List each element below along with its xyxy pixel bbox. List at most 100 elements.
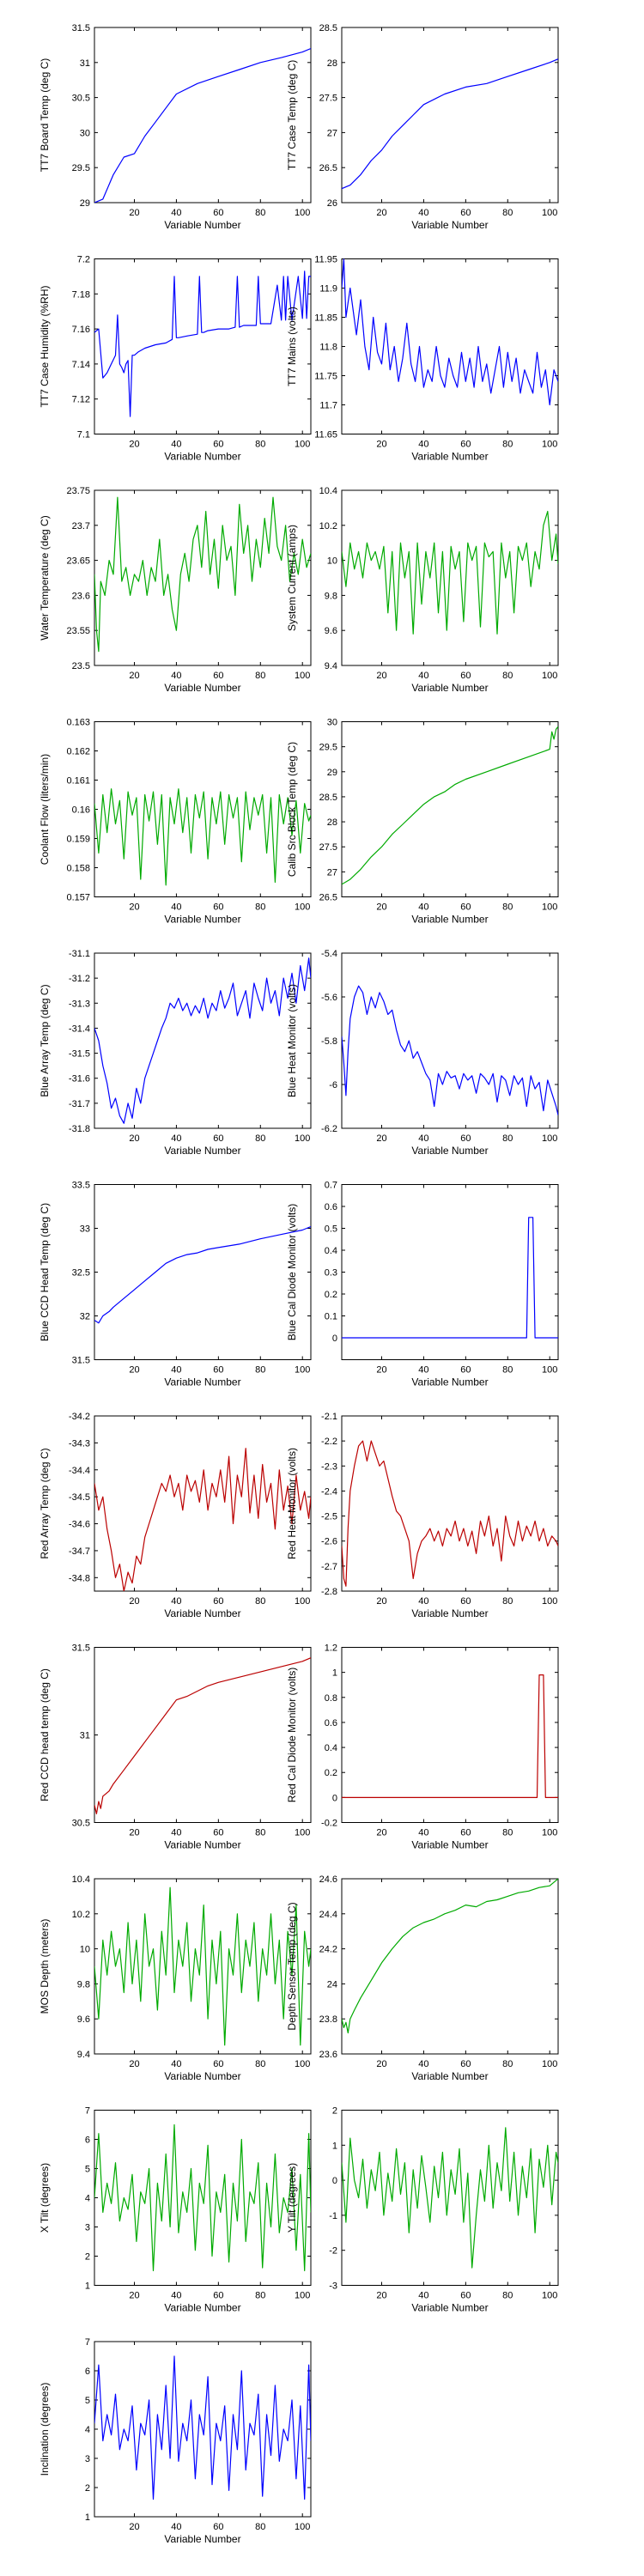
y-tick-label: 0.8 <box>325 1693 337 1704</box>
x-tick-label: 100 <box>542 671 557 681</box>
y-tick-label: -31.1 <box>69 949 90 959</box>
plot-frame <box>94 489 312 666</box>
y-axis-label: Y Tilt (degrees) <box>286 2163 298 2233</box>
x-tick-label: 40 <box>418 2059 428 2069</box>
x-tick-label: 20 <box>376 208 386 218</box>
x-tick-label: 60 <box>213 902 223 913</box>
y-tick-label: 10 <box>327 556 337 567</box>
y-tick-label: -2.7 <box>321 1562 337 1572</box>
y-tick-label: 23.55 <box>66 626 90 636</box>
series-line <box>342 58 558 190</box>
plot-frame <box>94 258 312 434</box>
y-tick-label: -2.4 <box>321 1486 337 1497</box>
y-tick-label: 29 <box>80 198 90 209</box>
x-tick-label: 20 <box>376 1365 386 1376</box>
x-tick-label: 60 <box>213 2059 223 2069</box>
y-tick-label: 10.2 <box>72 1910 90 1920</box>
y-axis-label: Inclination (degrees) <box>39 2383 51 2476</box>
chart-panel: 20 40 60 80 100 31.5 32 32.5 33 33.5 Variable Numb… <box>39 1181 312 1388</box>
chart-panel: 20 40 60 80 100 -6.2 -6 -5.8 -5.6 -5.4 Variable Nu… <box>286 949 559 1157</box>
x-tick-label: 20 <box>129 2522 139 2532</box>
x-tick-label: 40 <box>171 1828 181 1838</box>
x-tick-label: 60 <box>460 1133 471 1144</box>
x-tick-label: 40 <box>418 440 428 450</box>
y-tick-label: 11.7 <box>319 401 337 411</box>
x-tick-label: 40 <box>171 2291 181 2301</box>
y-tick-label: 6 <box>85 2366 90 2377</box>
x-tick-label: 80 <box>255 208 265 218</box>
series-line <box>342 1674 558 1798</box>
y-tick-label: 9.4 <box>325 661 337 671</box>
y-tick-label: 30.5 <box>72 1819 90 1829</box>
x-axis-label: Variable Number <box>411 2070 488 2082</box>
x-tick-label: 80 <box>255 671 265 681</box>
x-tick-label: 60 <box>460 1365 471 1376</box>
y-tick-label: -1 <box>329 2211 337 2221</box>
chart-panel: 20 40 60 80 100 7.1 7.12 7.14 7.16 7.18 7.2 Variabl… <box>39 255 312 463</box>
x-tick-label: 20 <box>129 1828 139 1838</box>
x-tick-label: 60 <box>213 2522 223 2532</box>
x-tick-label: 80 <box>255 2291 265 2301</box>
y-tick-label: -2.5 <box>321 1512 337 1522</box>
y-tick-label: 27.5 <box>319 94 337 104</box>
x-tick-label: 20 <box>376 1596 386 1607</box>
y-tick-label: -31.6 <box>69 1074 90 1084</box>
plot-frame <box>341 1184 559 1360</box>
y-tick-label: 7.2 <box>77 255 90 265</box>
y-tick-label: 23.8 <box>319 2014 337 2025</box>
chart-panel: 20 40 60 80 100 23.6 23.8 24 24.2 24.4 24.6 Variabl… <box>286 1874 559 2082</box>
x-axis-label: Variable Number <box>164 2302 240 2314</box>
x-tick-label: 100 <box>542 902 557 913</box>
x-tick-label: 100 <box>295 902 310 913</box>
y-tick-label: 27 <box>327 128 337 138</box>
series-line <box>94 788 311 886</box>
y-tick-label: 7 <box>85 2337 90 2348</box>
x-tick-label: 20 <box>376 671 386 681</box>
x-tick-label: 40 <box>171 1133 181 1144</box>
y-tick-label: 1 <box>85 2512 90 2523</box>
x-axis-label: Variable Number <box>164 1145 240 1157</box>
y-tick-label: 0.16 <box>72 805 90 816</box>
y-axis-label: Calib Src Block Temp (deg C) <box>286 742 298 877</box>
y-tick-label: 0.2 <box>325 1290 337 1300</box>
y-tick-label: -2.3 <box>321 1461 337 1472</box>
x-tick-label: 80 <box>255 902 265 913</box>
y-tick-label: -31.7 <box>69 1099 90 1109</box>
y-tick-label: -31.8 <box>69 1124 90 1134</box>
x-axis-label: Variable Number <box>164 1376 240 1388</box>
x-tick-label: 80 <box>255 2522 265 2532</box>
y-tick-label: 31.5 <box>72 1356 90 1366</box>
x-tick-label: 60 <box>213 208 223 218</box>
y-tick-label: 3 <box>85 2454 90 2464</box>
x-tick-label: 40 <box>418 208 428 218</box>
x-tick-label: 80 <box>502 440 513 450</box>
y-tick-label: 23.65 <box>66 556 90 567</box>
plot-frame <box>94 1878 312 2055</box>
plot-frame <box>341 2110 559 2286</box>
y-tick-label: 23.75 <box>66 486 90 496</box>
y-tick-label: 30 <box>80 128 90 138</box>
chart-panel: 20 40 60 80 100 26 26.5 27 27.5 28 28.5 Variable Nu… <box>286 23 559 231</box>
x-tick-label: 100 <box>295 671 310 681</box>
y-tick-label: 7.16 <box>72 325 90 335</box>
y-tick-label: 30.5 <box>72 94 90 104</box>
y-tick-label: 27.5 <box>319 842 337 853</box>
y-axis-label: Red Heat Monitor (volts) <box>286 1448 298 1559</box>
chart-panel: 20 40 60 80 100 11.65 11.7 11.75 11.8 11.85 11.9 11… <box>286 255 559 463</box>
x-tick-label: 80 <box>502 1133 513 1144</box>
y-tick-label: 31 <box>80 1731 90 1741</box>
x-tick-label: 60 <box>460 2291 471 2301</box>
series-line <box>342 726 558 885</box>
x-axis-label: Variable Number <box>164 914 240 926</box>
y-tick-label: -34.7 <box>69 1546 90 1557</box>
series-line <box>94 496 311 653</box>
y-tick-label: 9.4 <box>77 2050 90 2060</box>
y-tick-label: 9.6 <box>325 626 337 636</box>
chart-panel: 20 40 60 80 100 -2.8 -2.7 -2.6 -2.5 -2.4 -2.3 -2.2 -… <box>286 1412 559 1619</box>
series-line <box>94 1886 311 2046</box>
x-axis-label: Variable Number <box>411 914 488 926</box>
y-axis-label: X Tilt (degrees) <box>39 2163 51 2233</box>
y-tick-label: -5.6 <box>321 993 337 1003</box>
x-tick-label: 40 <box>171 208 181 218</box>
y-tick-label: -34.5 <box>69 1492 90 1503</box>
